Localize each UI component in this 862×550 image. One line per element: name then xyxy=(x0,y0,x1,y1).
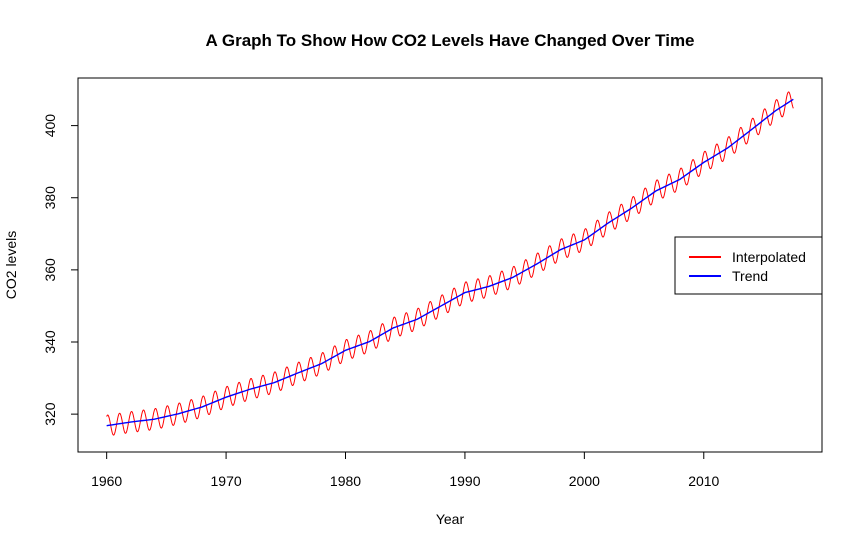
series-line-interpolated xyxy=(106,91,794,436)
y-tick-label: 340 xyxy=(42,330,58,354)
y-tick-label: 320 xyxy=(42,402,58,426)
legend-label-trend: Trend xyxy=(732,268,768,284)
series-layer xyxy=(106,91,794,436)
y-axis-label: CO2 levels xyxy=(3,231,19,299)
y-tick-label: 380 xyxy=(42,186,58,210)
y-tick-label: 360 xyxy=(42,258,58,282)
y-axis: 320 340 360 380 400 xyxy=(42,114,78,426)
legend-label-interpolated: Interpolated xyxy=(732,249,806,265)
x-tick-label: 1990 xyxy=(449,473,480,489)
legend-box xyxy=(674,236,823,295)
y-tick-label: 400 xyxy=(42,114,58,138)
x-tick-label: 1960 xyxy=(91,473,122,489)
x-tick-label: 1980 xyxy=(330,473,361,489)
chart-title: A Graph To Show How CO2 Levels Have Chan… xyxy=(205,31,694,50)
x-tick-label: 2010 xyxy=(688,473,719,489)
series-line-trend xyxy=(106,98,794,427)
x-axis-label: Year xyxy=(436,511,465,527)
x-tick-label: 1970 xyxy=(211,473,242,489)
legend: Interpolated Trend xyxy=(674,236,823,295)
x-axis: 1960 1970 1980 1990 2000 2010 xyxy=(91,451,720,489)
x-tick-label: 2000 xyxy=(569,473,600,489)
